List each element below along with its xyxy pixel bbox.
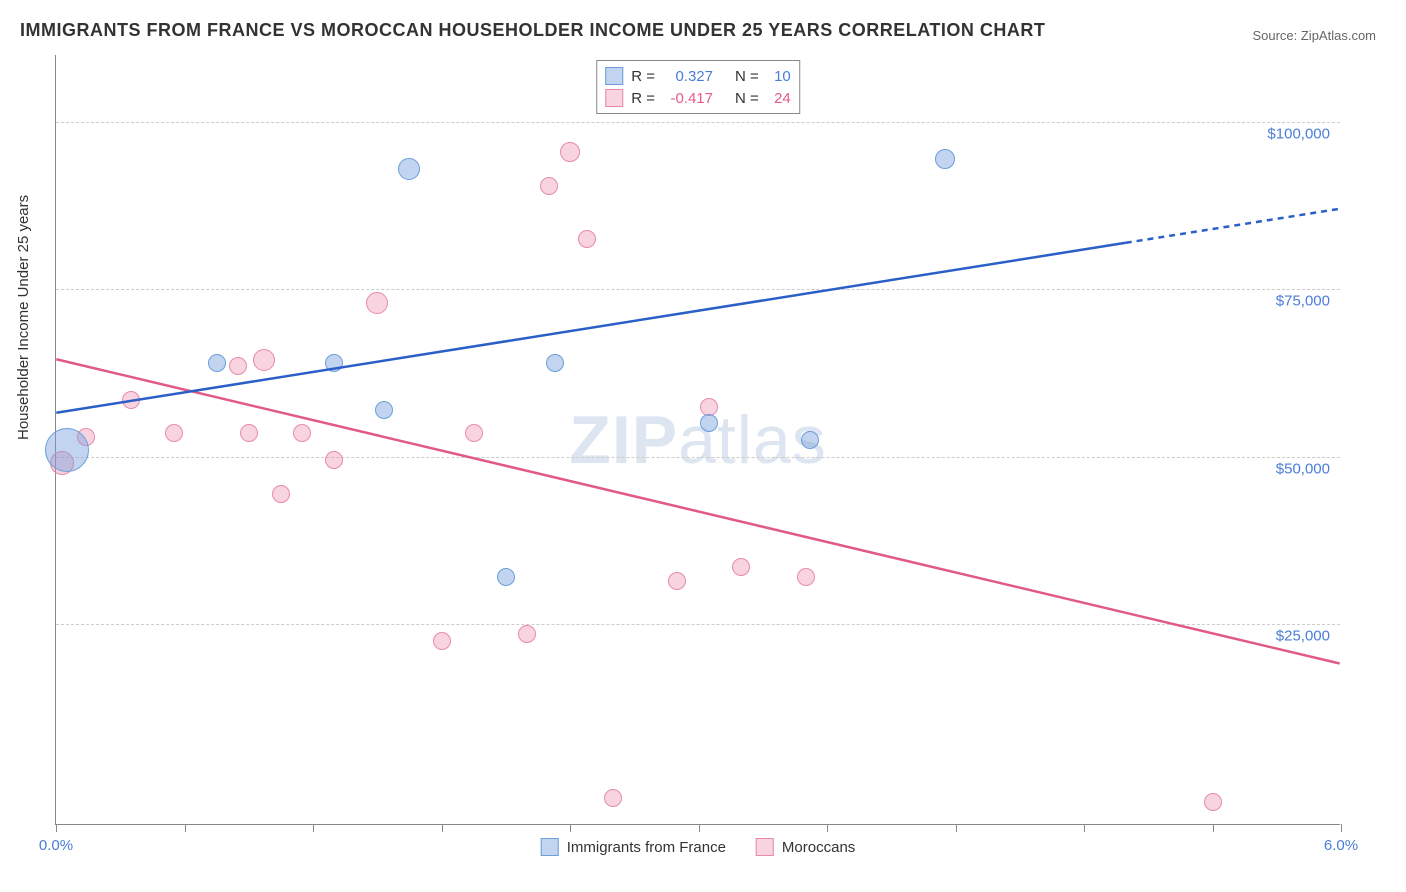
blue-point bbox=[935, 149, 955, 169]
r-label: R = bbox=[631, 68, 655, 85]
x-tick bbox=[442, 824, 443, 832]
chart-plot-area: ZIPatlas R = 0.327 N = 10 R = -0.417 N =… bbox=[55, 55, 1340, 825]
pink-point bbox=[560, 142, 580, 162]
pink-point bbox=[700, 398, 718, 416]
pink-point bbox=[165, 424, 183, 442]
x-tick bbox=[570, 824, 571, 832]
pink-point bbox=[540, 177, 558, 195]
legend-item-blue: Immigrants from France bbox=[541, 838, 726, 856]
legend-swatch-pink bbox=[605, 89, 623, 107]
watermark: ZIPatlas bbox=[569, 401, 826, 479]
pink-point bbox=[240, 424, 258, 442]
x-tick bbox=[1213, 824, 1214, 832]
y-axis-label: Householder Income Under 25 years bbox=[15, 195, 32, 440]
n-value-pink: 24 bbox=[767, 90, 791, 107]
chart-title: IMMIGRANTS FROM FRANCE VS MOROCCAN HOUSE… bbox=[20, 20, 1045, 41]
blue-point bbox=[208, 354, 226, 372]
blue-point bbox=[497, 568, 515, 586]
x-tick bbox=[1084, 824, 1085, 832]
r-value-pink: -0.417 bbox=[663, 90, 713, 107]
x-tick bbox=[956, 824, 957, 832]
blue-point bbox=[325, 354, 343, 372]
r-label: R = bbox=[631, 90, 655, 107]
x-tick bbox=[827, 824, 828, 832]
r-value-blue: 0.327 bbox=[663, 68, 713, 85]
x-tick bbox=[1341, 824, 1342, 832]
pink-point bbox=[293, 424, 311, 442]
x-tick bbox=[313, 824, 314, 832]
grid-line bbox=[56, 289, 1340, 290]
pink-point bbox=[604, 789, 622, 807]
legend-swatch-blue-icon bbox=[541, 838, 559, 856]
pink-point bbox=[122, 391, 140, 409]
blue-point bbox=[801, 431, 819, 449]
blue-point bbox=[375, 401, 393, 419]
n-label: N = bbox=[735, 90, 759, 107]
pink-point bbox=[433, 632, 451, 650]
source-credit: Source: ZipAtlas.com bbox=[1252, 28, 1376, 43]
n-value-blue: 10 bbox=[767, 68, 791, 85]
blue-point bbox=[546, 354, 564, 372]
blue-point bbox=[45, 428, 89, 472]
series-legend: Immigrants from France Moroccans bbox=[541, 838, 856, 856]
pink-point bbox=[465, 424, 483, 442]
pink-point bbox=[272, 485, 290, 503]
pink-point bbox=[1204, 793, 1222, 811]
pink-point bbox=[578, 230, 596, 248]
grid-line bbox=[56, 122, 1340, 123]
y-tick-label: $25,000 bbox=[1276, 628, 1330, 645]
series-name-blue: Immigrants from France bbox=[567, 839, 726, 856]
x-tick bbox=[185, 824, 186, 832]
pink-point bbox=[325, 451, 343, 469]
legend-swatch-pink-icon bbox=[756, 838, 774, 856]
legend-row-blue: R = 0.327 N = 10 bbox=[605, 65, 791, 87]
pink-point bbox=[668, 572, 686, 590]
legend-item-pink: Moroccans bbox=[756, 838, 855, 856]
legend-swatch-blue bbox=[605, 67, 623, 85]
x-tick-label: 0.0% bbox=[39, 837, 73, 854]
pink-point bbox=[253, 349, 275, 371]
correlation-legend: R = 0.327 N = 10 R = -0.417 N = 24 bbox=[596, 60, 800, 114]
y-tick-label: $75,000 bbox=[1276, 293, 1330, 310]
pink-point bbox=[366, 292, 388, 314]
legend-row-pink: R = -0.417 N = 24 bbox=[605, 87, 791, 109]
n-label: N = bbox=[735, 68, 759, 85]
x-tick bbox=[56, 824, 57, 832]
pink-point bbox=[797, 568, 815, 586]
y-tick-label: $100,000 bbox=[1267, 125, 1330, 142]
series-name-pink: Moroccans bbox=[782, 839, 855, 856]
grid-line bbox=[56, 457, 1340, 458]
pink-point bbox=[518, 625, 536, 643]
grid-line bbox=[56, 624, 1340, 625]
x-tick-label: 6.0% bbox=[1324, 837, 1358, 854]
blue-point bbox=[398, 158, 420, 180]
pink-point bbox=[732, 558, 750, 576]
y-tick-label: $50,000 bbox=[1276, 460, 1330, 477]
blue-point bbox=[700, 414, 718, 432]
pink-point bbox=[229, 357, 247, 375]
x-tick bbox=[699, 824, 700, 832]
